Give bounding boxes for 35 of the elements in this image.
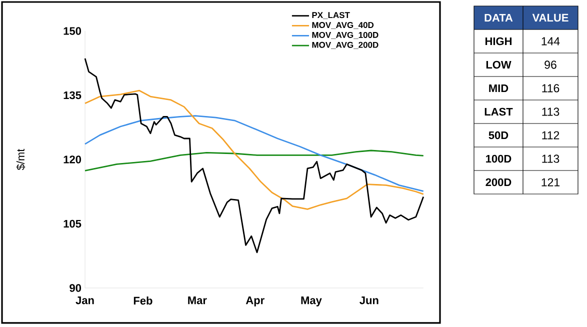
legend-label: PX_LAST [312,12,350,20]
category-label: LOW [486,60,512,69]
text: DATA [484,14,513,22]
data-label: 96 [544,60,556,69]
line-series [84,58,424,254]
y-tick-label: 135 [64,91,82,100]
data-label: 113 [542,154,560,163]
x-tick-label: Apr [246,296,264,306]
y-axis-title: $/mt [16,148,26,170]
legend-label: MOV_AVG_200D [312,42,378,49]
y-tick-label: 90 [70,284,82,292]
data-label: 116 [542,84,560,92]
category-label: MID [489,84,508,92]
line-series [84,115,424,192]
x-tick-label: Jan [76,296,94,304]
x-tick-label: Jun [360,296,378,304]
legend-label: MOV_AVG_100D [312,32,378,39]
text: VALUE [532,14,568,22]
legend-label: MOV_AVG_40D [312,22,374,29]
x-tick-label: Feb [134,296,152,305]
category-label: 100D [486,154,512,163]
data-label: 112 [542,131,560,140]
category-label: 50D [488,131,508,140]
category-label: LAST [484,108,513,116]
y-tick-label: 150 [64,27,82,35]
category-label: HIGH [485,37,512,46]
data-label: 144 [542,37,560,46]
category-label: 200D [486,178,512,186]
data-label: 121 [542,178,560,186]
y-tick-label: 120 [64,156,82,164]
y-tick-label: 105 [64,220,82,228]
line-series [84,90,424,210]
x-tick-label: May [301,296,322,306]
x-tick-label: Mar [188,296,207,304]
data-label: 113 [542,108,560,116]
